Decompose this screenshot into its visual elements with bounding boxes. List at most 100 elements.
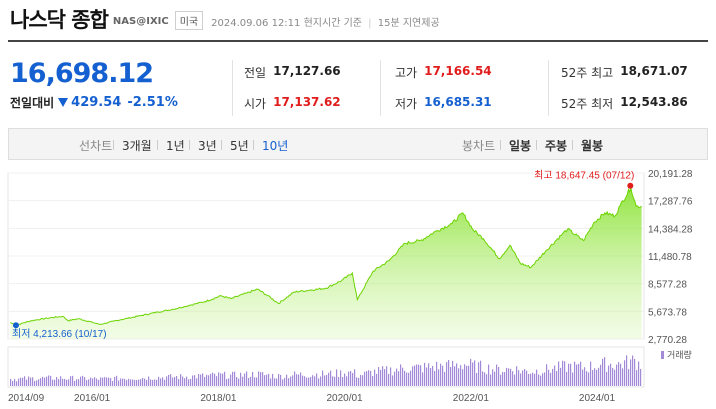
- volume-bar: [530, 373, 532, 386]
- tab-weekly[interactable]: 주봉: [545, 139, 568, 153]
- stat-label: 전일: [244, 66, 267, 80]
- volume-bar: [124, 378, 126, 386]
- volume-bar: [426, 367, 428, 386]
- volume-bar: [456, 363, 458, 386]
- volume-bar: [372, 376, 374, 386]
- volume-bar: [184, 378, 186, 386]
- volume-bar: [162, 377, 164, 386]
- tab-3-years[interactable]: 3년: [198, 139, 217, 153]
- volume-bar: [250, 376, 252, 386]
- volume-bar: [414, 365, 416, 386]
- tab-1-year[interactable]: 1년: [166, 139, 185, 153]
- volume-bar: [438, 369, 440, 386]
- tab-line-chart[interactable]: 선차트: [79, 139, 113, 153]
- volume-bar: [618, 362, 620, 386]
- volume-bar: [330, 370, 332, 386]
- volume-bar: [310, 377, 312, 386]
- y-tick-label: 11,480.78: [648, 252, 692, 263]
- volume-bar: [104, 377, 106, 386]
- volume-bar: [430, 368, 432, 386]
- volume-bar: [594, 368, 596, 386]
- tab-divider: [500, 140, 501, 150]
- delay-note: 15분 지연제공: [377, 17, 440, 29]
- volume-bar: [394, 371, 396, 386]
- volume-bar: [188, 379, 190, 386]
- volume-bar: [494, 371, 496, 386]
- volume-bar: [16, 381, 18, 386]
- volume-bar: [400, 364, 402, 386]
- update-info: 2024.09.06 12:11 현지시간 기준 | 15분 지연제공: [211, 14, 440, 29]
- tab-3-months[interactable]: 3개월: [122, 139, 152, 153]
- max-marker: [627, 182, 634, 189]
- volume-legend-swatch: [661, 351, 664, 359]
- volume-bar: [350, 370, 352, 386]
- y-tick-label: 14,384.28: [648, 224, 693, 235]
- volume-bar: [610, 363, 612, 386]
- volume-bar: [114, 376, 116, 386]
- volume-bar: [614, 369, 616, 386]
- volume-bar: [288, 378, 290, 386]
- volume-bar: [488, 364, 490, 386]
- volume-bar: [390, 367, 392, 386]
- volume-bar: [628, 369, 630, 386]
- volume-bar: [238, 378, 240, 386]
- volume-bar: [606, 371, 608, 386]
- volume-bar: [252, 372, 254, 386]
- tab-candle-chart[interactable]: 봉차트: [462, 139, 496, 153]
- volume-bar: [512, 371, 514, 386]
- volume-bars: [10, 355, 642, 386]
- volume-bar: [572, 372, 574, 386]
- volume-bar: [82, 375, 84, 386]
- volume-bar: [146, 379, 148, 386]
- volume-bar: [470, 358, 472, 386]
- volume-bar: [624, 360, 626, 386]
- volume-bar: [452, 360, 454, 386]
- volume-bar: [346, 376, 348, 386]
- volume-bar: [32, 377, 34, 386]
- volume-bar: [626, 355, 628, 386]
- volume-bar: [230, 374, 232, 386]
- volume-bar: [92, 378, 94, 386]
- tab-divider: [221, 140, 222, 150]
- volume-bar: [376, 373, 378, 386]
- volume-bar: [56, 377, 58, 386]
- volume-bar: [300, 372, 302, 386]
- tab-divider: [189, 140, 190, 150]
- volume-bar: [54, 379, 56, 386]
- volume-bar: [96, 378, 98, 386]
- volume-bar: [540, 375, 542, 386]
- volume-bar: [416, 364, 418, 386]
- volume-bar: [234, 371, 236, 386]
- tab-daily[interactable]: 일봉: [509, 139, 532, 153]
- volume-bar: [246, 371, 248, 386]
- volume-bar: [242, 376, 244, 386]
- volume-bar: [500, 374, 502, 386]
- volume-bar: [574, 361, 576, 386]
- down-triangle-icon: [58, 98, 69, 107]
- volume-bar: [334, 376, 336, 386]
- volume-bar: [156, 379, 158, 386]
- volume-bar: [516, 366, 518, 386]
- volume-bar: [120, 378, 122, 386]
- volume-bar: [518, 370, 520, 386]
- tab-monthly[interactable]: 월봉: [581, 139, 604, 153]
- volume-bar: [534, 373, 536, 386]
- volume-bar: [348, 371, 350, 386]
- volume-bar: [264, 375, 266, 386]
- tab-10-years[interactable]: 10년: [262, 139, 289, 153]
- volume-bar: [542, 373, 544, 386]
- volume-bar: [160, 378, 162, 386]
- volume-bar: [508, 368, 510, 386]
- tab-5-years[interactable]: 5년: [230, 139, 249, 153]
- volume-bar: [212, 372, 214, 386]
- volume-bar: [68, 379, 70, 386]
- y-tick-label: 8,577.28: [648, 280, 687, 291]
- tab-divider: [536, 140, 537, 150]
- volume-bar: [236, 377, 238, 386]
- volume-bar: [190, 378, 192, 386]
- volume-bar: [302, 375, 304, 386]
- x-tick-label: 2018/01: [200, 393, 237, 404]
- volume-bar: [374, 369, 376, 386]
- stat-label: 시가: [244, 97, 267, 111]
